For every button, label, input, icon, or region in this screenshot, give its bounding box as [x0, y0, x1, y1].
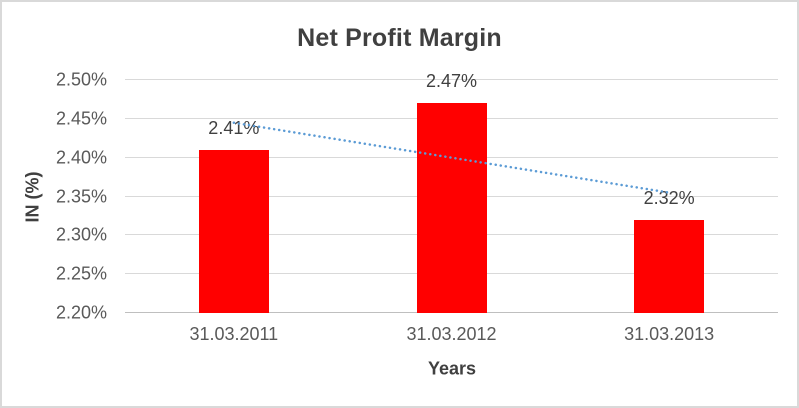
y-tick-label: 2.30%	[55, 224, 107, 245]
y-tick-label: 2.45%	[55, 108, 107, 129]
bar-data-label: 2.41%	[208, 117, 260, 138]
chart-title: Net Profit Margin	[297, 24, 502, 52]
y-tick-label: 2.40%	[55, 147, 107, 168]
x-tick-label: 31.03.2011	[189, 324, 279, 344]
bar	[416, 103, 487, 313]
x-tick-label: 31.03.2012	[406, 324, 497, 344]
x-axis-title: Years	[427, 358, 477, 379]
bar-data-label: 2.47%	[425, 71, 478, 92]
bar	[198, 149, 269, 313]
plot-area: 2.20% 2.25% 2.30% 2.35% 2.40% 2.45% 2.50% 2.41…	[56, 70, 778, 344]
y-tick-label: 2.50%	[55, 69, 107, 90]
y-tick-label: 2.35%	[55, 186, 107, 206]
y-tick-label: 2.25%	[55, 263, 107, 284]
x-tick-label: 31.03.2013	[624, 324, 715, 344]
bar-data-label: 2.32%	[643, 187, 695, 208]
y-tick-label: 2.20%	[55, 302, 107, 323]
gridline	[125, 79, 778, 80]
y-axis-title: IN (%)	[22, 171, 43, 223]
bar	[634, 219, 705, 313]
